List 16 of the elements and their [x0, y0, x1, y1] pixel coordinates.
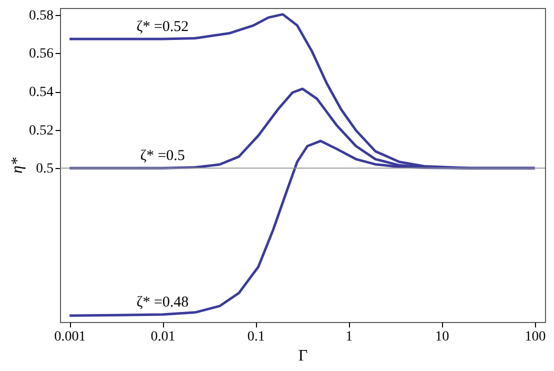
- x-tick-label: 1: [346, 330, 353, 344]
- series-label: ζ* =0.52: [136, 19, 189, 36]
- y-tick-label: 0.58: [29, 8, 54, 24]
- x-axis-title: Γ: [298, 348, 308, 364]
- series-label: ζ* =0.5: [140, 148, 185, 164]
- y-tick-label: 0.54: [29, 85, 54, 100]
- y-tick-label: 0.52: [29, 123, 54, 138]
- x-tick-label: 10: [435, 330, 450, 344]
- x-tick-label: 0.01: [150, 330, 176, 344]
- series-label: ζ* =0.48: [136, 294, 189, 311]
- x-tick-label: 100: [524, 330, 546, 344]
- y-tick-label: 0.5: [36, 162, 54, 177]
- x-tick-label: 0.1: [247, 330, 265, 344]
- y-axis-title: η*: [9, 158, 26, 174]
- y-tick-label: 0.56: [29, 46, 54, 62]
- x-tick-label: 0.001: [54, 330, 86, 344]
